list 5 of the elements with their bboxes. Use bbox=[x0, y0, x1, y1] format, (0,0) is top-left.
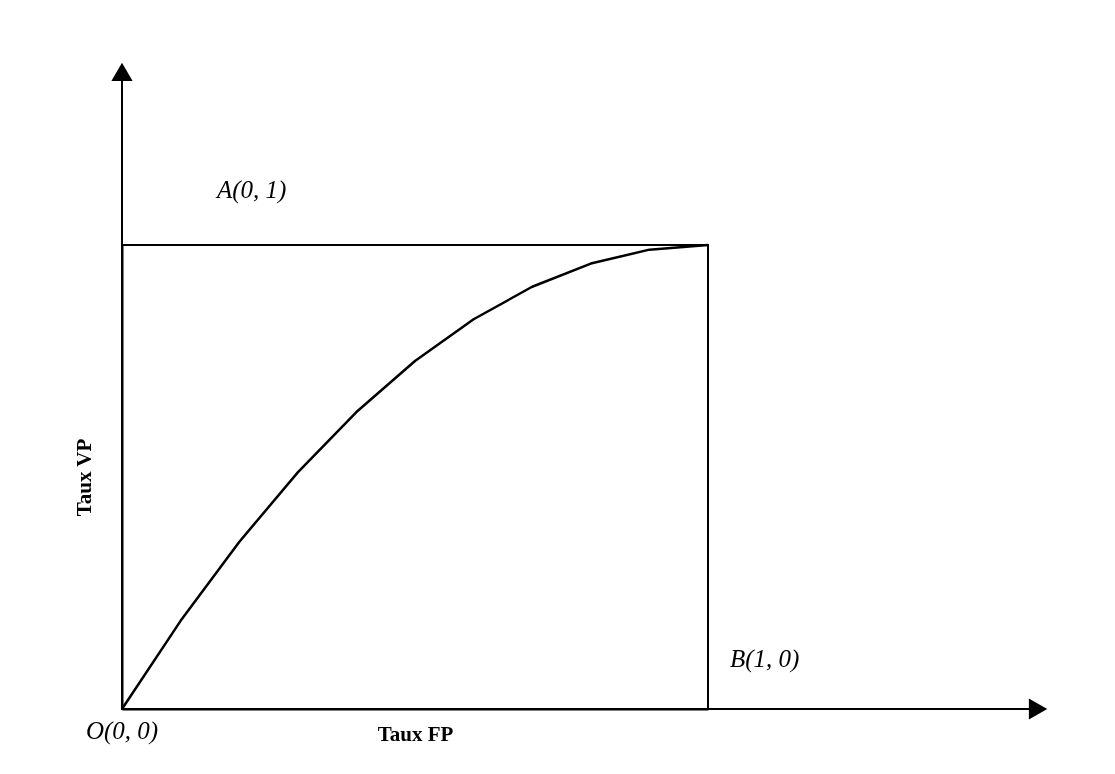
text: B(1, 0) bbox=[730, 645, 800, 673]
text: O(0, 0) bbox=[85, 717, 159, 745]
text: A(0, 1) bbox=[215, 176, 287, 204]
x-axis-title: Taux FP bbox=[377, 721, 454, 746]
y-axis-title: Taux VP bbox=[71, 438, 96, 517]
